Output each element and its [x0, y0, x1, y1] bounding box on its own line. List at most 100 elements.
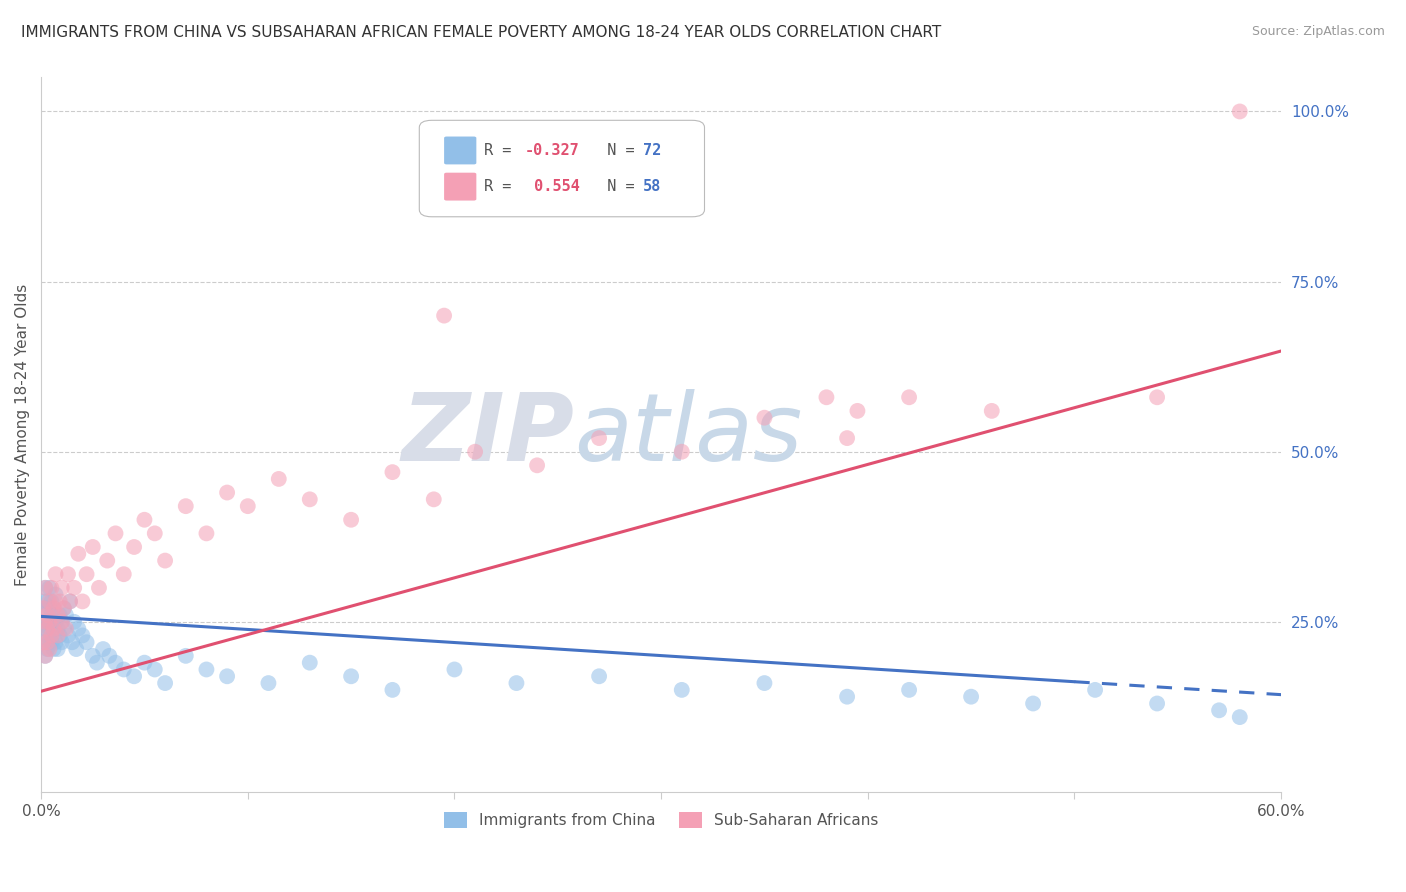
Point	[423, 492, 446, 507]
Text: atlas: atlas	[574, 389, 803, 480]
Point	[960, 690, 983, 704]
Point	[32, 601, 55, 615]
Point	[38, 642, 60, 657]
Point	[980, 404, 1002, 418]
Point	[42, 622, 65, 636]
Point	[46, 628, 69, 642]
Point	[1146, 697, 1168, 711]
Point	[34, 648, 56, 663]
Point	[41, 615, 63, 629]
Point	[63, 615, 86, 629]
Point	[34, 648, 56, 663]
Point	[52, 601, 75, 615]
Point	[1084, 682, 1107, 697]
Point	[122, 669, 145, 683]
Point	[34, 581, 56, 595]
Point	[37, 635, 59, 649]
Point	[45, 588, 67, 602]
Point	[41, 607, 63, 622]
Point	[122, 540, 145, 554]
Point	[59, 594, 82, 608]
Point	[835, 690, 858, 704]
Point	[42, 601, 65, 615]
Point	[52, 601, 75, 615]
Legend: Immigrants from China, Sub-Saharan Africans: Immigrants from China, Sub-Saharan Afric…	[437, 806, 884, 834]
Point	[588, 669, 610, 683]
Point	[96, 553, 118, 567]
Text: N =: N =	[589, 179, 644, 194]
FancyBboxPatch shape	[444, 173, 477, 201]
Point	[153, 553, 176, 567]
Point	[34, 601, 56, 615]
Point	[505, 676, 527, 690]
Point	[51, 581, 73, 595]
Point	[217, 485, 239, 500]
Point	[754, 676, 776, 690]
Point	[51, 635, 73, 649]
Point	[72, 594, 94, 608]
Point	[38, 601, 60, 615]
Point	[42, 642, 65, 657]
Point	[91, 642, 114, 657]
Point	[41, 594, 63, 608]
Point	[45, 635, 67, 649]
Point	[1208, 703, 1230, 717]
Text: -0.327: -0.327	[524, 143, 579, 158]
Point	[835, 431, 858, 445]
Point	[143, 663, 166, 677]
Point	[143, 526, 166, 541]
Text: R =: R =	[484, 179, 520, 194]
Point	[72, 628, 94, 642]
Point	[32, 635, 55, 649]
Point	[48, 628, 70, 642]
Point	[104, 526, 127, 541]
Point	[46, 622, 69, 636]
Text: 0.554: 0.554	[524, 179, 579, 194]
Text: R =: R =	[484, 143, 520, 158]
Point	[38, 622, 60, 636]
Point	[898, 682, 921, 697]
Text: IMMIGRANTS FROM CHINA VS SUBSAHARAN AFRICAN FEMALE POVERTY AMONG 18-24 YEAR OLDS: IMMIGRANTS FROM CHINA VS SUBSAHARAN AFRI…	[21, 25, 942, 40]
Point	[846, 404, 869, 418]
Point	[588, 431, 610, 445]
Point	[38, 635, 60, 649]
Point	[76, 567, 98, 582]
Text: ZIP: ZIP	[402, 389, 574, 481]
Point	[443, 663, 465, 677]
Text: N =: N =	[589, 143, 644, 158]
Point	[37, 642, 59, 657]
Point	[464, 444, 486, 458]
Point	[1022, 697, 1045, 711]
Point	[340, 669, 363, 683]
Point	[86, 656, 108, 670]
Point	[51, 615, 73, 629]
Point	[34, 622, 56, 636]
Point	[41, 628, 63, 642]
Point	[298, 656, 321, 670]
Point	[32, 635, 55, 649]
Point	[67, 547, 90, 561]
Point	[98, 648, 121, 663]
Point	[381, 465, 404, 479]
Point	[381, 682, 404, 697]
Point	[671, 682, 693, 697]
Point	[48, 594, 70, 608]
Point	[45, 594, 67, 608]
Point	[45, 567, 67, 582]
Point	[298, 492, 321, 507]
Point	[38, 615, 60, 629]
Point	[63, 581, 86, 595]
Point	[59, 594, 82, 608]
Point	[37, 607, 59, 622]
Point	[51, 615, 73, 629]
Point	[45, 615, 67, 629]
Point	[38, 581, 60, 595]
Point	[56, 628, 79, 642]
Point	[112, 663, 135, 677]
Point	[52, 622, 75, 636]
Point	[55, 622, 77, 636]
Point	[65, 642, 87, 657]
Text: Source: ZipAtlas.com: Source: ZipAtlas.com	[1251, 25, 1385, 38]
Point	[82, 648, 104, 663]
Point	[55, 607, 77, 622]
